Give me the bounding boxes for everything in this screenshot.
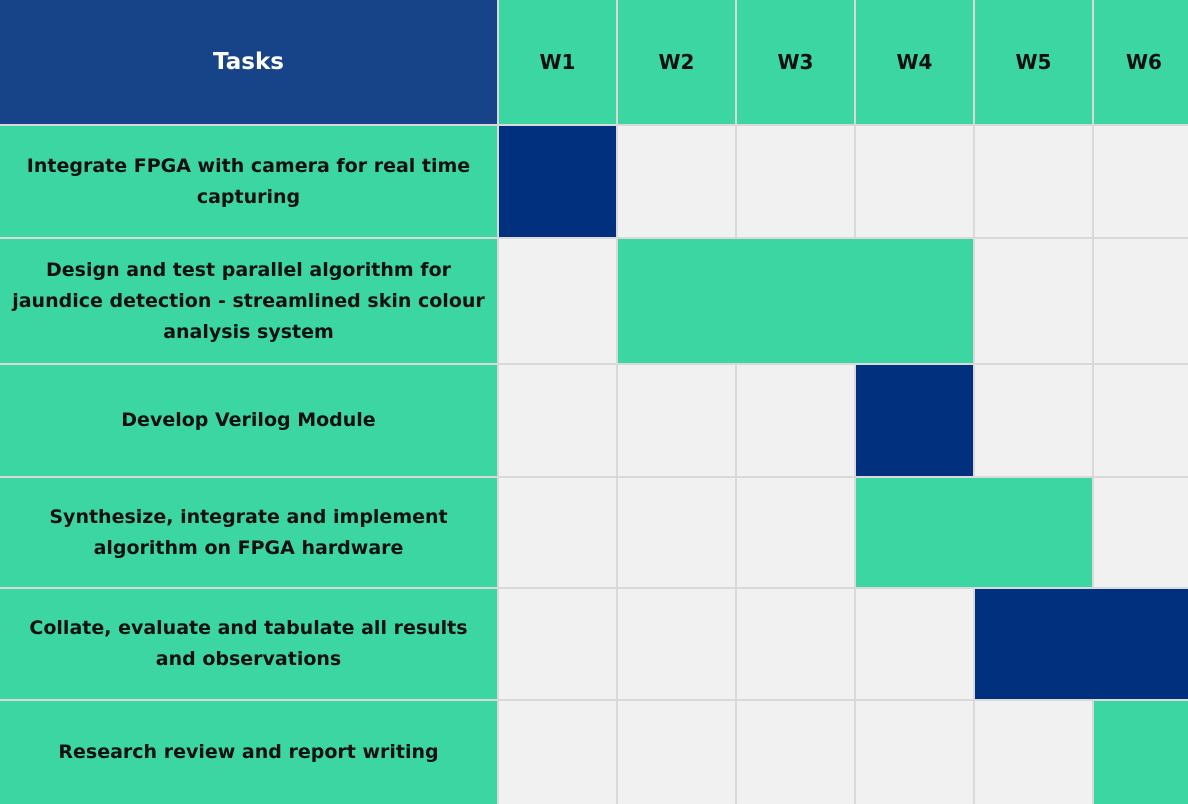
empty-cell (856, 126, 973, 237)
task-label: Collate, evaluate and tabulate all resul… (0, 589, 497, 699)
task-label: Design and test parallel algorithm for j… (0, 239, 497, 363)
empty-cell (1094, 239, 1188, 363)
task-bar-cell (1094, 701, 1188, 804)
empty-cell (618, 478, 735, 587)
empty-cell (499, 589, 616, 699)
empty-cell (618, 365, 735, 476)
week-header-w3: W3 (737, 0, 854, 124)
empty-cell (975, 365, 1092, 476)
empty-cell (1094, 126, 1188, 237)
empty-cell (975, 239, 1092, 363)
empty-cell (737, 701, 854, 804)
task-label: Synthesize, integrate and implement algo… (0, 478, 497, 587)
task-label: Develop Verilog Module (0, 365, 497, 476)
empty-cell (499, 239, 616, 363)
task-bar-cell (975, 589, 1092, 699)
empty-cell (1094, 478, 1188, 587)
empty-cell (737, 365, 854, 476)
empty-cell (1094, 365, 1188, 476)
empty-cell (618, 701, 735, 804)
empty-cell (618, 126, 735, 237)
task-bar-cell (1092, 589, 1188, 699)
task-bar-cell (854, 239, 973, 363)
task-bar-cell (973, 478, 1092, 587)
week-header-w1: W1 (499, 0, 616, 124)
empty-cell (975, 701, 1092, 804)
week-header-w6: W6 (1094, 0, 1188, 124)
task-bar-cell (856, 365, 973, 476)
week-header-w4: W4 (856, 0, 973, 124)
empty-cell (618, 589, 735, 699)
empty-cell (856, 589, 973, 699)
task-bar-cell (735, 239, 854, 363)
empty-cell (499, 701, 616, 804)
empty-cell (975, 126, 1092, 237)
empty-cell (737, 478, 854, 587)
empty-cell (499, 365, 616, 476)
empty-cell (856, 701, 973, 804)
task-bar-cell (856, 478, 973, 587)
task-bar-cell (618, 239, 735, 363)
empty-cell (499, 478, 616, 587)
empty-cell (737, 589, 854, 699)
task-label: Integrate FPGA with camera for real time… (0, 126, 497, 237)
week-header-w5: W5 (975, 0, 1092, 124)
week-header-w2: W2 (618, 0, 735, 124)
task-label: Research review and report writing (0, 701, 497, 804)
tasks-header: Tasks (0, 0, 497, 124)
empty-cell (737, 126, 854, 237)
task-bar-cell (499, 126, 616, 237)
